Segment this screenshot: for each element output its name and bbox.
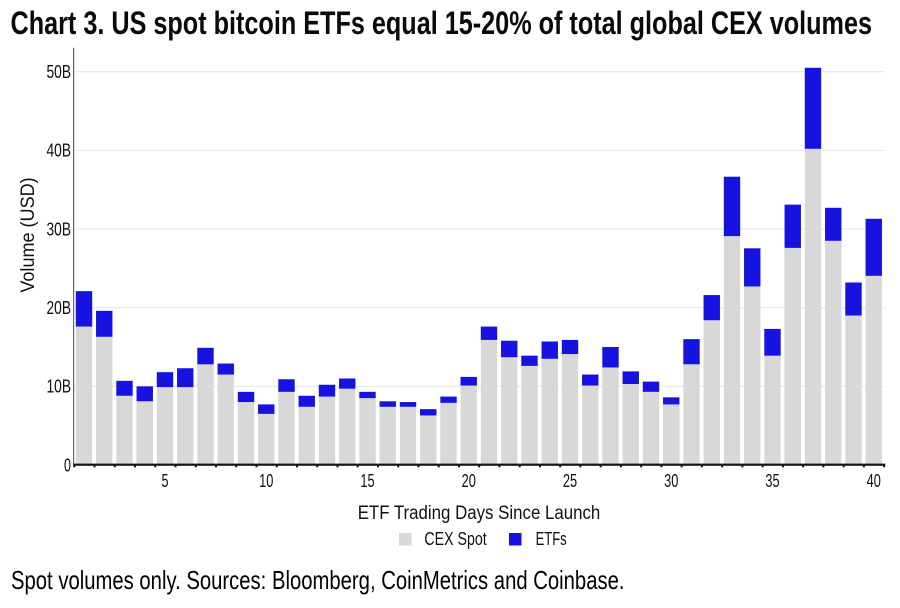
svg-text:Volume (USD): Volume (USD) <box>18 177 39 292</box>
svg-text:35: 35 <box>765 471 779 491</box>
svg-text:25: 25 <box>563 471 577 491</box>
svg-text:40B: 40B <box>47 141 72 161</box>
svg-text:10: 10 <box>259 471 273 491</box>
svg-text:CEX Spot: CEX Spot <box>424 529 486 549</box>
svg-text:50B: 50B <box>47 62 72 82</box>
svg-text:15: 15 <box>360 471 374 491</box>
svg-text:Spot volumes only. Sources: Bl: Spot volumes only. Sources: Bloomberg, C… <box>11 565 625 595</box>
svg-text:5: 5 <box>162 471 169 491</box>
svg-text:30B: 30B <box>47 219 72 239</box>
svg-text:30: 30 <box>664 471 678 491</box>
svg-text:20B: 20B <box>47 298 72 318</box>
svg-text:40: 40 <box>867 471 881 491</box>
svg-text:20: 20 <box>462 471 476 491</box>
svg-text:ETFs: ETFs <box>536 529 567 549</box>
svg-text:10B: 10B <box>47 377 72 397</box>
svg-text:ETF Trading Days Since Launch: ETF Trading Days Since Launch <box>358 503 601 524</box>
svg-text:Chart 3. US spot bitcoin ETFs: Chart 3. US spot bitcoin ETFs equal 15-2… <box>11 5 873 41</box>
svg-text:0: 0 <box>64 455 71 475</box>
